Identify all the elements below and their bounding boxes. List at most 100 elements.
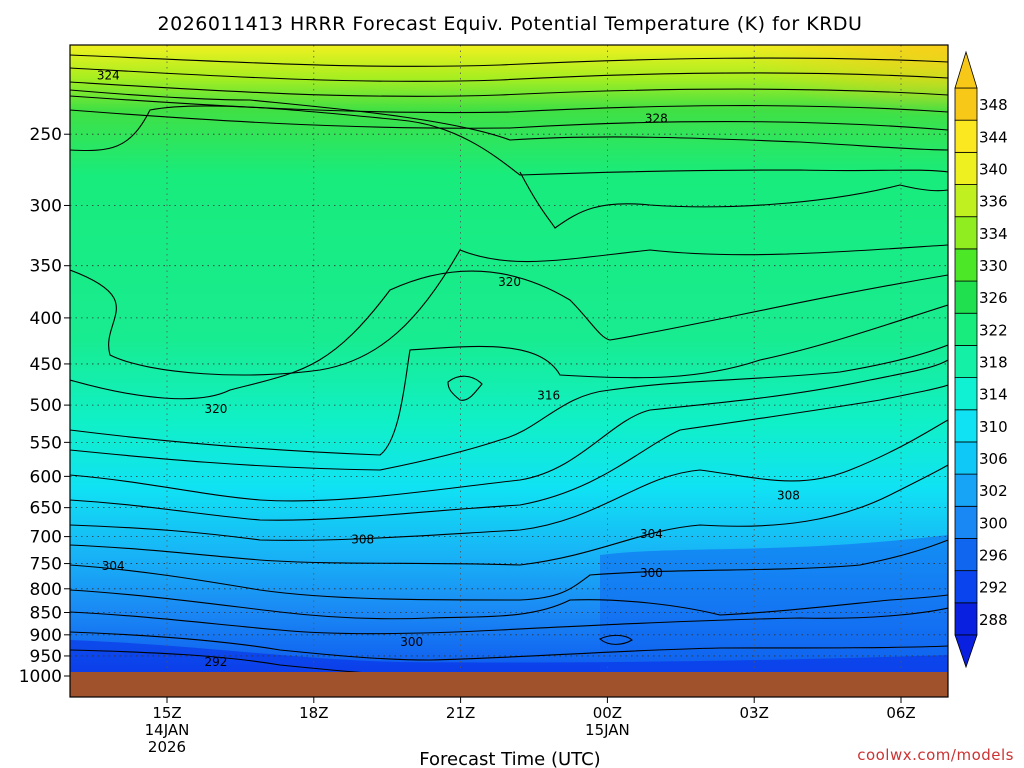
x-tick-label: 21Z — [446, 704, 475, 722]
colorbar-swatch — [954, 184, 978, 218]
colorbar-swatch — [954, 538, 978, 572]
contour-line — [70, 304, 948, 456]
terrain — [70, 672, 948, 697]
colorbar-tick-label: 344 — [979, 128, 1008, 146]
colorbar-tick-label: 330 — [979, 257, 1008, 275]
x-axis-label: Forecast Time (UTC) — [419, 749, 600, 768]
colorbar-tick-label: 336 — [979, 193, 1008, 211]
y-axis: 250 300 350 400 450 500 550 600 650 700 750 800 850 9… — [19, 125, 70, 687]
y-tick-label: 550 — [30, 433, 62, 453]
colorbar: 288 292 296 300 302 306 310 314 318 322 326 330 334 3… — [954, 50, 1008, 669]
x-tick-label: 15Z — [152, 704, 181, 722]
contour-line — [70, 109, 948, 131]
contour-label: 320 — [204, 402, 227, 416]
colorbar-tick-label: 288 — [979, 611, 1008, 629]
contour-line — [70, 384, 948, 521]
contour-labels: 324 328 320 320 316 308 308 304 304 300 300 292 — [97, 68, 800, 669]
y-tick-label: 250 — [30, 125, 62, 145]
warm-upper-region — [600, 45, 948, 165]
colorbar-tick-label: 300 — [979, 514, 1008, 532]
x-tick-label: 06Z — [886, 704, 915, 722]
contour-line — [70, 89, 948, 151]
colorbar-swatch — [954, 602, 978, 636]
contour-line — [599, 634, 633, 645]
colorbar-swatch — [954, 409, 978, 443]
contour-line — [70, 105, 948, 176]
y-tick-label: 400 — [30, 309, 62, 329]
contour-line — [519, 171, 948, 229]
moist-lower-region — [600, 535, 948, 697]
colorbar-tick-label: 302 — [979, 482, 1008, 500]
y-tick-label: 750 — [30, 555, 62, 575]
colorbar-swatch — [954, 377, 978, 411]
y-tick-label: 450 — [30, 355, 62, 375]
colorbar-extend-min — [954, 634, 978, 669]
x-tick-sublabel: 2026 — [148, 738, 186, 756]
colorbar-tick-label: 334 — [979, 225, 1008, 243]
y-tick-label: 700 — [30, 528, 62, 548]
colorbar-swatch — [954, 312, 978, 346]
y-tick-label: 900 — [30, 626, 62, 646]
contour-line — [70, 539, 948, 601]
colorbar-tick-label: 292 — [979, 579, 1008, 597]
contour-lines — [70, 54, 948, 677]
colorbar-swatch — [954, 345, 978, 378]
contour-line — [447, 375, 483, 401]
contour-label: 304 — [102, 559, 125, 573]
contour-label: 300 — [400, 635, 423, 649]
credit-text: coolwx.com/models — [857, 746, 1014, 764]
y-tick-label: 500 — [30, 396, 62, 416]
contour-line — [70, 244, 948, 376]
y-tick-label: 650 — [30, 499, 62, 519]
chart-title: 2026011413 HRRR Forecast Equiv. Potentia… — [158, 13, 863, 35]
contour-label: 304 — [640, 527, 663, 541]
x-tick-label: 00Z — [593, 704, 622, 722]
x-tick-sublabel: 14JAN — [145, 721, 190, 739]
contour-label: 300 — [640, 566, 663, 580]
colorbar-swatch — [954, 505, 978, 539]
colorbar-swatch — [954, 570, 978, 604]
contour-line — [70, 270, 948, 400]
colorbar-tick-label: 296 — [979, 547, 1008, 565]
colorbar-swatch — [954, 473, 978, 507]
plot-area: 324 328 320 320 316 308 308 304 304 300 300 292 — [70, 45, 948, 697]
colorbar-extend-max — [954, 50, 978, 89]
colorbar-swatch — [954, 280, 978, 314]
colorbar-swatch — [954, 151, 978, 185]
contour-line — [70, 419, 948, 541]
colorbar-swatch — [954, 248, 978, 282]
contour-line — [70, 464, 948, 566]
colorbar-tick-label: 306 — [979, 450, 1008, 468]
contour-label: 328 — [645, 111, 668, 125]
colorbar-tick-label: 326 — [979, 289, 1008, 307]
y-tick-label: 1000 — [19, 667, 62, 687]
colorbar-swatch — [954, 441, 978, 475]
contour-line — [70, 67, 948, 82]
contour-line — [70, 344, 948, 471]
contour-label: 308 — [777, 488, 800, 502]
x-tick-sublabel: 15JAN — [585, 721, 630, 739]
colorbar-tick-label: 318 — [979, 354, 1008, 372]
y-tick-label: 350 — [30, 257, 62, 277]
contour-line — [70, 359, 948, 502]
colorbar-tick-label: 340 — [979, 160, 1008, 178]
contour-line — [70, 54, 948, 67]
contour-line — [70, 631, 948, 661]
y-tick-label: 800 — [30, 580, 62, 600]
colorbar-tick-label: 314 — [979, 386, 1008, 404]
y-tick-label: 850 — [30, 603, 62, 623]
x-tick-label: 18Z — [299, 704, 328, 722]
contour-line — [70, 607, 948, 635]
contour-label: 292 — [204, 655, 227, 669]
contour-line — [70, 95, 948, 114]
plot-frame — [69, 44, 949, 698]
contour-label: 316 — [537, 389, 560, 403]
colorbar-swatch — [954, 216, 978, 250]
colorbar-swatch — [954, 87, 978, 121]
y-tick-label: 600 — [30, 467, 62, 487]
colorbar-swatch — [954, 119, 978, 153]
contour-line — [70, 81, 948, 97]
colorbar-tick-label: 310 — [979, 418, 1008, 436]
